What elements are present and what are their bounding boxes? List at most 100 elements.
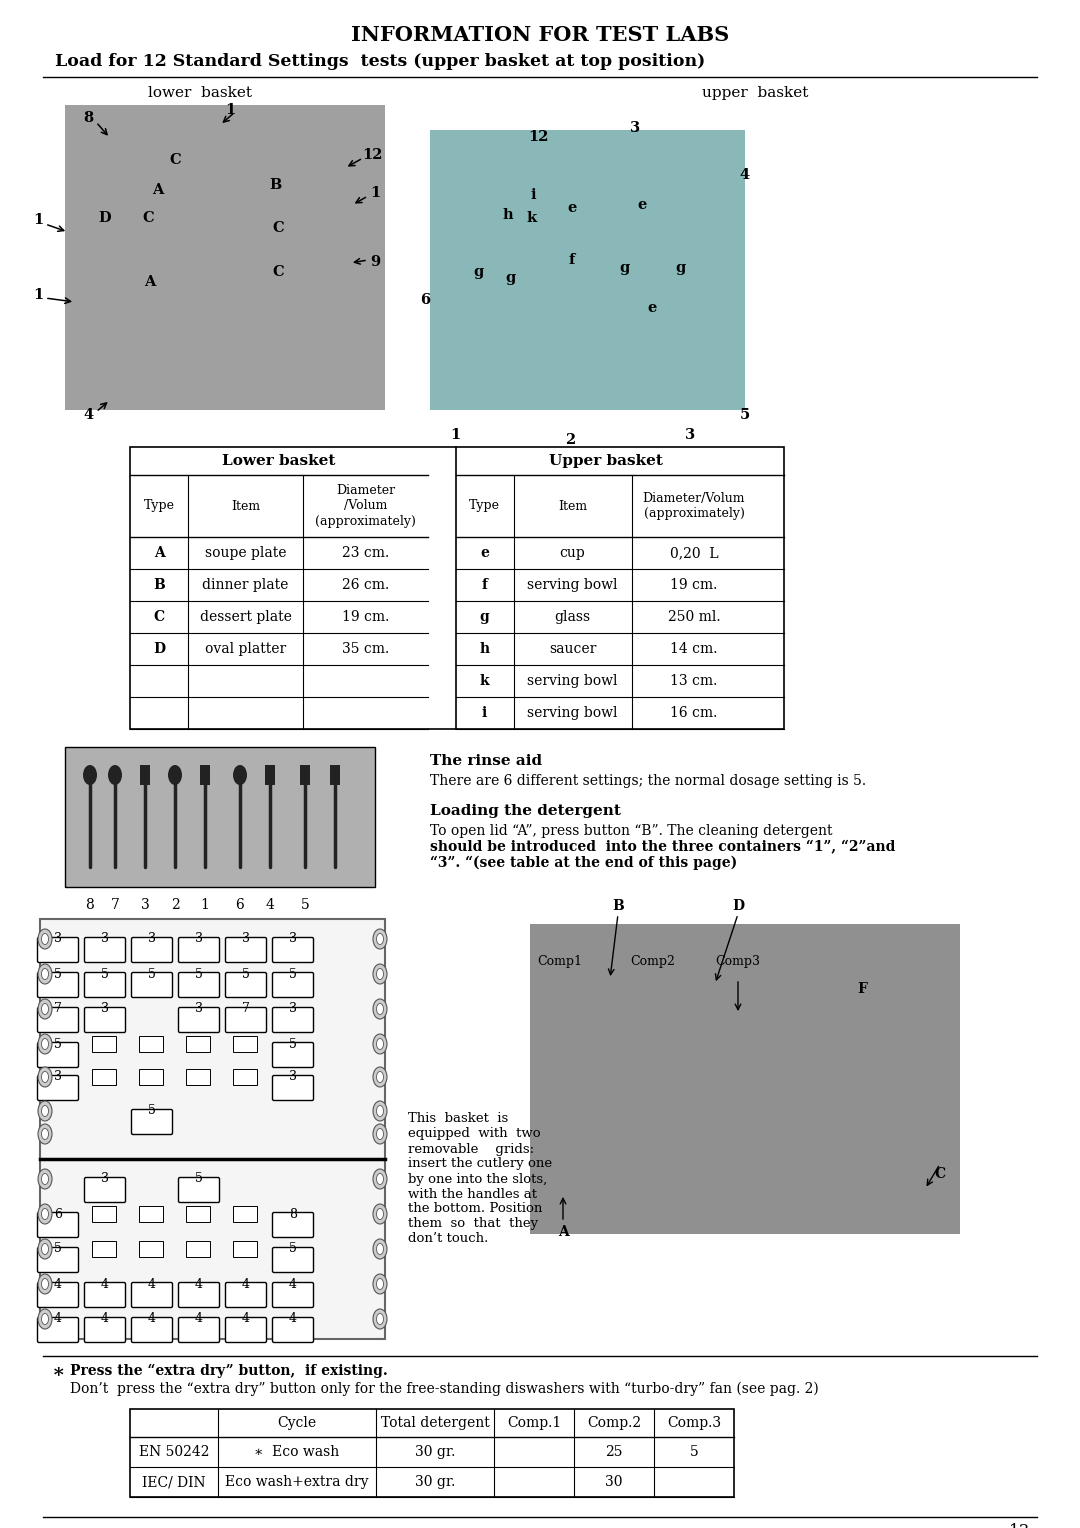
Text: 4: 4	[195, 1277, 203, 1291]
Bar	[200, 766, 210, 785]
FancyBboxPatch shape	[84, 1007, 125, 1033]
Ellipse shape	[373, 964, 387, 984]
Text: B: B	[612, 898, 624, 914]
Text: Comp.2: Comp.2	[586, 1416, 642, 1430]
Bar	[92, 1036, 116, 1051]
Text: 5: 5	[195, 967, 203, 981]
Text: 3: 3	[102, 1172, 109, 1186]
Text: 3: 3	[102, 1002, 109, 1016]
FancyBboxPatch shape	[84, 972, 125, 998]
Text: Load for 12 Standard Settings  tests (upper basket at top position): Load for 12 Standard Settings tests (upp…	[55, 53, 705, 70]
Text: Cycle: Cycle	[278, 1416, 316, 1430]
FancyBboxPatch shape	[38, 1247, 79, 1273]
Text: f: f	[482, 578, 487, 591]
Text: 4: 4	[289, 1313, 297, 1325]
Ellipse shape	[377, 1244, 383, 1254]
Text: INFORMATION FOR TEST LABS: INFORMATION FOR TEST LABS	[351, 24, 729, 44]
Text: 13: 13	[1010, 1523, 1030, 1528]
Ellipse shape	[233, 766, 247, 785]
FancyBboxPatch shape	[272, 1317, 313, 1343]
Text: 4: 4	[54, 1277, 62, 1291]
Bar	[233, 1206, 257, 1222]
Text: Type: Type	[144, 500, 175, 512]
Text: IEC/ DIN: IEC/ DIN	[143, 1475, 206, 1488]
Text: 3: 3	[195, 1002, 203, 1016]
Text: 3: 3	[289, 1002, 297, 1016]
Text: g: g	[473, 264, 483, 280]
Text: C: C	[272, 264, 284, 280]
Text: 5: 5	[242, 967, 249, 981]
Text: Total detergent: Total detergent	[380, 1416, 489, 1430]
Text: C: C	[143, 211, 153, 225]
Text: 4: 4	[148, 1277, 156, 1291]
Text: dessert plate: dessert plate	[200, 610, 292, 623]
Bar	[139, 1241, 163, 1258]
Text: Comp.3: Comp.3	[667, 1416, 721, 1430]
Text: A: A	[153, 545, 164, 559]
Bar	[92, 1206, 116, 1222]
Text: 4: 4	[148, 1313, 156, 1325]
Ellipse shape	[377, 1279, 383, 1290]
Text: 3: 3	[54, 932, 62, 946]
Text: 4: 4	[102, 1313, 109, 1325]
Bar	[233, 1241, 257, 1258]
Text: 19 cm.: 19 cm.	[341, 610, 389, 623]
Text: A: A	[152, 183, 164, 197]
Text: EN 50242: EN 50242	[138, 1445, 210, 1459]
Text: should be introduced  into the three containers “1”, “2”and: should be introduced into the three cont…	[430, 840, 895, 854]
Text: 5: 5	[54, 1242, 62, 1256]
Text: dinner plate: dinner plate	[202, 578, 288, 591]
Ellipse shape	[38, 1204, 52, 1224]
Ellipse shape	[41, 1105, 49, 1117]
Bar	[186, 1241, 210, 1258]
Text: i: i	[530, 188, 536, 202]
Ellipse shape	[38, 1169, 52, 1189]
Text: Diameter
/Volum
(approximately): Diameter /Volum (approximately)	[315, 484, 416, 527]
Text: 19 cm.: 19 cm.	[671, 578, 718, 591]
Text: Don’t  press the “extra dry” button only for the free-standing diswashers with “: Don’t press the “extra dry” button only …	[70, 1381, 819, 1397]
Ellipse shape	[41, 1174, 49, 1184]
Text: serving bowl: serving bowl	[527, 674, 618, 688]
Ellipse shape	[377, 1071, 383, 1082]
Text: 16 cm.: 16 cm.	[671, 706, 718, 720]
Ellipse shape	[41, 1071, 49, 1082]
Ellipse shape	[41, 1004, 49, 1015]
Text: C: C	[272, 222, 284, 235]
FancyBboxPatch shape	[272, 1042, 313, 1068]
Ellipse shape	[373, 1034, 387, 1054]
Text: 3: 3	[630, 121, 640, 134]
Text: 1: 1	[225, 102, 235, 118]
Text: 5: 5	[740, 408, 751, 422]
Bar	[139, 1206, 163, 1222]
Text: glass: glass	[554, 610, 591, 623]
Text: 4: 4	[740, 168, 751, 182]
Text: 7: 7	[242, 1002, 249, 1016]
Text: e: e	[637, 199, 647, 212]
FancyBboxPatch shape	[38, 1317, 79, 1343]
Text: f: f	[569, 254, 576, 267]
Text: There are 6 different settings; the normal dosage setting is 5.: There are 6 different settings; the norm…	[430, 775, 866, 788]
Text: 5: 5	[289, 1242, 297, 1256]
Text: 6: 6	[235, 898, 244, 912]
Text: C: C	[153, 610, 164, 623]
Bar	[40, 918, 384, 1339]
Text: 5: 5	[102, 967, 109, 981]
FancyBboxPatch shape	[84, 1282, 125, 1308]
Bar	[130, 448, 784, 729]
Text: “3”. “(see table at the end of this page): “3”. “(see table at the end of this page…	[430, 856, 738, 869]
Bar	[65, 747, 375, 886]
Text: 3: 3	[289, 1071, 297, 1083]
Text: 0,20  L: 0,20 L	[670, 545, 718, 559]
FancyBboxPatch shape	[272, 1247, 313, 1273]
Bar	[140, 766, 150, 785]
Text: them  so  that  they: them so that they	[408, 1218, 538, 1230]
Text: lower  basket: lower basket	[148, 86, 252, 99]
Text: 5: 5	[54, 1038, 62, 1051]
FancyBboxPatch shape	[272, 972, 313, 998]
Text: 3: 3	[289, 932, 297, 946]
Ellipse shape	[373, 1125, 387, 1144]
FancyBboxPatch shape	[272, 938, 313, 963]
Ellipse shape	[38, 1125, 52, 1144]
Ellipse shape	[377, 1209, 383, 1219]
Text: e: e	[481, 545, 489, 559]
